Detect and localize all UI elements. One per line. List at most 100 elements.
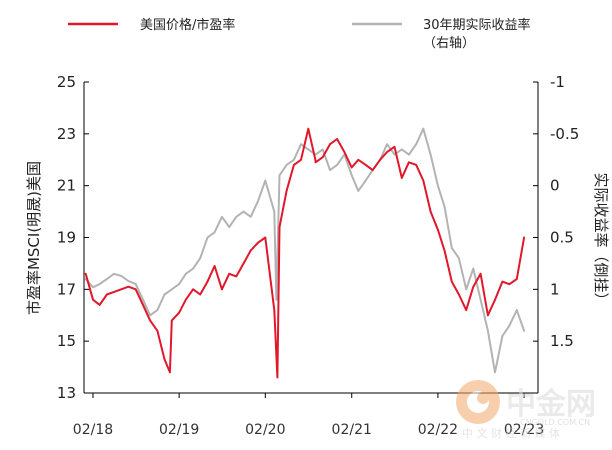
data-point	[422, 179, 425, 182]
data-point	[235, 216, 238, 218]
data-point	[178, 283, 180, 285]
data-point	[156, 330, 159, 332]
data-point	[300, 143, 302, 145]
series-points-pe	[84, 127, 525, 379]
data-point	[276, 376, 279, 379]
data-point	[206, 236, 209, 239]
data-point	[163, 293, 166, 296]
data-point	[199, 293, 201, 296]
data-point	[228, 226, 230, 228]
watermark: 中金网 CNGOLD.COM.CN 中 文 财 经 新 媒 体	[456, 380, 596, 440]
data-point	[393, 153, 396, 156]
data-point	[458, 257, 460, 260]
data-point	[169, 371, 171, 374]
data-point	[472, 267, 475, 270]
data-point	[142, 298, 144, 301]
legend-label-pe: 美国价格/市盈率	[140, 17, 235, 33]
data-point	[285, 164, 288, 166]
data-point	[422, 127, 425, 130]
data-point	[120, 275, 123, 277]
data-point	[508, 283, 511, 286]
left-tick-label: 13	[57, 384, 76, 402]
data-point	[443, 249, 446, 252]
data-point	[336, 164, 338, 166]
series-points-real-yield	[84, 127, 525, 374]
data-point	[437, 184, 439, 187]
data-point	[171, 319, 173, 322]
right-tick-label: -1	[550, 73, 565, 91]
data-point	[458, 293, 460, 296]
data-point	[364, 164, 367, 166]
data-point	[357, 190, 360, 192]
data-point	[386, 143, 388, 145]
data-point	[451, 280, 453, 283]
data-point	[278, 226, 281, 228]
data-point	[516, 309, 518, 311]
data-point	[213, 231, 216, 234]
watermark-url: CNGOLD.COM.CN	[520, 418, 590, 427]
data-point	[465, 288, 468, 291]
data-point	[264, 179, 267, 182]
data-point	[192, 288, 194, 291]
data-point	[249, 216, 252, 218]
x-axis-ticks: 02/18 02/19 02/20 02/21 02/22 02/23	[73, 393, 544, 438]
data-point	[228, 273, 230, 275]
data-point	[329, 169, 331, 171]
data-point	[314, 161, 317, 164]
data-point	[113, 273, 115, 275]
data-point	[185, 298, 187, 301]
series-line-pe	[84, 127, 526, 379]
data-point	[451, 247, 453, 249]
data-point	[314, 159, 317, 161]
left-axis-ticks: 13 15 17 19 21 23 25	[57, 73, 89, 402]
data-point	[336, 138, 338, 140]
right-tick-label: 0.5	[550, 229, 574, 247]
data-point	[357, 159, 360, 161]
data-point	[516, 278, 518, 280]
data-point	[149, 314, 151, 317]
legend-label-yield-sub: （右轴）	[423, 36, 475, 51]
data-point	[285, 190, 288, 192]
data-point	[307, 127, 310, 130]
series-layer	[84, 127, 526, 379]
data-point	[142, 304, 144, 306]
data-point	[479, 298, 482, 301]
data-point	[275, 298, 278, 301]
left-tick-label: 25	[57, 73, 76, 91]
data-point	[487, 314, 489, 317]
data-point	[465, 309, 468, 311]
data-point	[98, 283, 101, 285]
data-point	[127, 280, 130, 282]
data-point	[257, 241, 259, 244]
data-point	[429, 153, 432, 156]
data-point	[178, 311, 180, 314]
data-point	[84, 273, 87, 275]
left-tick-label: 17	[57, 280, 76, 298]
data-point	[343, 151, 346, 153]
x-tick-label: 02/22	[418, 422, 458, 438]
data-point	[235, 275, 238, 278]
data-point	[501, 280, 504, 283]
data-point	[242, 262, 245, 265]
data-point	[321, 156, 324, 158]
x-tick-label: 02/19	[159, 422, 199, 438]
data-point	[156, 309, 159, 311]
data-point	[415, 143, 418, 145]
data-point	[171, 288, 173, 291]
y-axis-title-right: 实际收益率（倒挂）	[592, 172, 610, 307]
data-point	[393, 146, 396, 148]
data-point	[364, 179, 367, 182]
data-point	[257, 200, 259, 202]
data-point	[221, 288, 223, 291]
data-point	[192, 267, 194, 270]
data-point	[508, 324, 511, 327]
data-point	[98, 304, 101, 306]
data-point	[479, 273, 482, 275]
data-point	[350, 166, 353, 169]
data-point	[149, 319, 151, 322]
data-point	[106, 278, 108, 280]
data-point	[350, 174, 353, 177]
data-point	[185, 273, 187, 275]
data-point	[371, 169, 374, 171]
